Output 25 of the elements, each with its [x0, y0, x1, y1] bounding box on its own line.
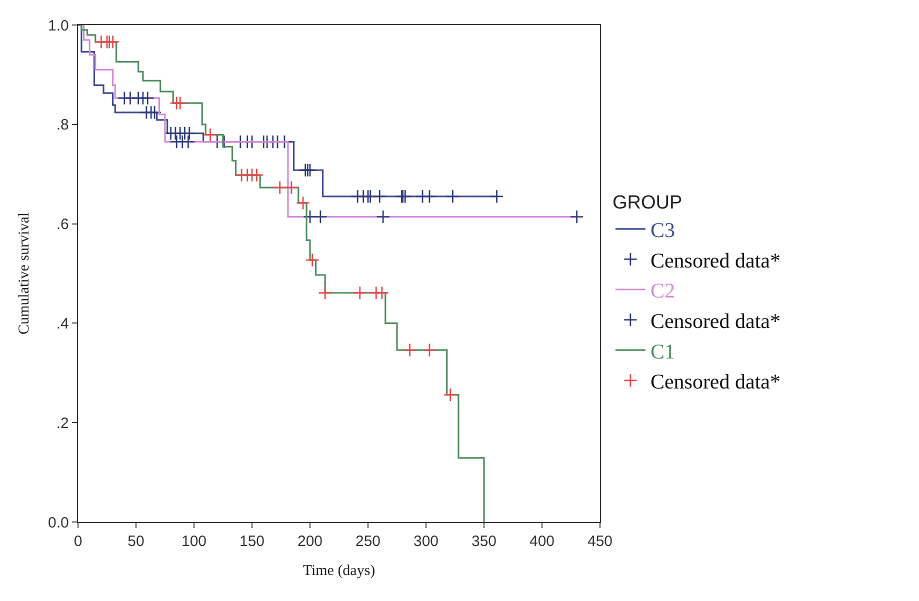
x-tick-label: 0 — [74, 533, 82, 550]
y-tick-label: .8 — [56, 116, 69, 134]
legend-label: Censored data* — [650, 308, 780, 333]
x-tick-label: 100 — [181, 533, 207, 550]
y-tick-label: .4 — [56, 315, 69, 332]
legend-label: C1 — [650, 339, 675, 364]
legend-label: Censored data* — [650, 248, 780, 272]
y-tick-label: 1.0 — [48, 17, 69, 34]
y-tick-label: 0.0 — [48, 514, 69, 532]
x-tick-label: 300 — [413, 533, 439, 550]
legend-label: Censored data* — [650, 370, 780, 394]
y-tick-label: .6 — [56, 216, 69, 234]
legend-label: C2 — [650, 278, 675, 303]
legend-title: GROUP — [612, 192, 682, 214]
y-tick-label: .2 — [56, 414, 69, 432]
legend-label: C3 — [650, 218, 675, 242]
x-tick-label: 400 — [529, 533, 555, 550]
x-tick-label: 450 — [587, 533, 613, 550]
x-tick-label: 150 — [239, 533, 265, 550]
y-axis-title: Cumulative survival — [16, 212, 32, 335]
x-tick-label: 250 — [355, 533, 381, 550]
x-tick-label: 50 — [128, 533, 144, 550]
x-tick-label: 350 — [471, 533, 497, 550]
x-tick-label: 200 — [297, 533, 323, 550]
x-axis-title: Time (days) — [302, 563, 376, 580]
